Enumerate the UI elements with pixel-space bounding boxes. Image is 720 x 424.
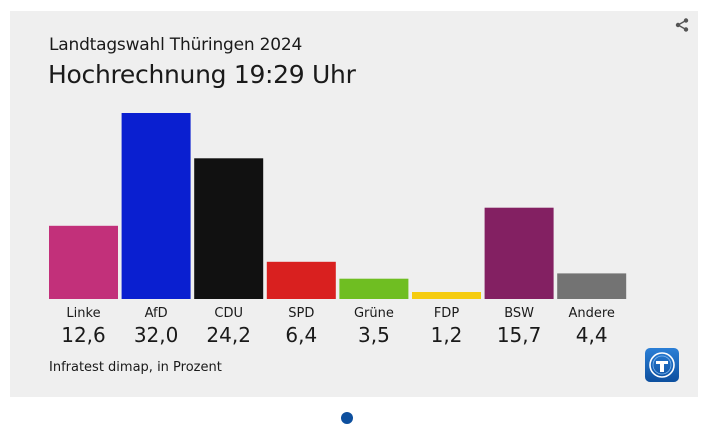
value-label: 12,6 xyxy=(61,323,106,347)
tagesschau-logo-icon xyxy=(645,348,679,382)
bar-gruene xyxy=(339,278,409,299)
chart-card: Landtagswahl Thüringen 2024 Hochrechnung… xyxy=(10,11,698,397)
category-label: Grüne xyxy=(354,306,394,321)
bar-linke xyxy=(49,225,118,299)
value-label: 1,2 xyxy=(431,323,463,347)
category-label: CDU xyxy=(214,306,243,321)
category-label: Andere xyxy=(568,306,614,321)
bar-cdu xyxy=(194,158,264,299)
indicator-dot xyxy=(341,412,353,424)
category-label: SPD xyxy=(288,306,314,321)
chart-source: Infratest dimap, in Prozent xyxy=(49,360,222,375)
bar-bsw xyxy=(484,207,554,299)
bar-andere xyxy=(557,273,627,299)
chart-subtitle: Landtagswahl Thüringen 2024 xyxy=(49,35,303,55)
chart-title: Hochrechnung 19:29 Uhr xyxy=(48,60,356,89)
value-label: 15,7 xyxy=(497,323,542,347)
value-label: 24,2 xyxy=(206,323,251,347)
value-label: 6,4 xyxy=(285,323,317,347)
bar-afd xyxy=(121,113,191,299)
share-icon[interactable] xyxy=(674,17,690,33)
bar-chart: Linke 12,6 AfD 32,0 CDU 24,2 SPD 6,4 Grüne 3,5 FDP… xyxy=(49,113,627,347)
bar-spd xyxy=(266,261,336,299)
value-label: 32,0 xyxy=(134,323,179,347)
value-label: 3,5 xyxy=(358,323,390,347)
category-label: FDP xyxy=(434,306,459,321)
category-label: Linke xyxy=(66,306,100,321)
value-label: 4,4 xyxy=(576,323,608,347)
bar-fdp xyxy=(412,292,481,299)
category-label: AfD xyxy=(145,306,168,321)
category-label: BSW xyxy=(504,306,534,321)
